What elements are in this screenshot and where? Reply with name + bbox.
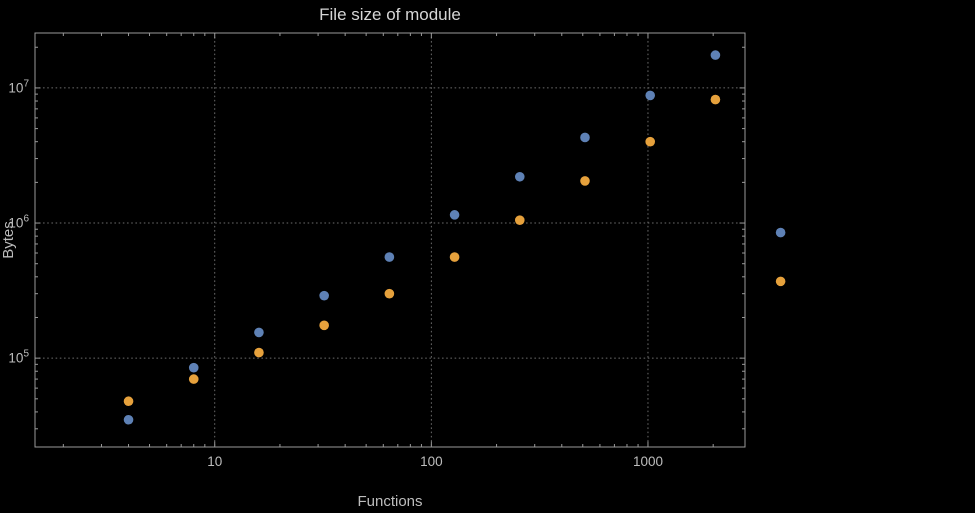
x-tick-label: 100 <box>420 454 443 469</box>
data-point-series-orange <box>188 374 199 384</box>
data-point-series-orange <box>384 288 395 299</box>
data-point-series-orange <box>710 94 721 105</box>
data-point-series-blue <box>710 50 721 60</box>
data-point-series-orange <box>449 252 460 262</box>
data-point-series-orange <box>645 136 656 147</box>
data-point-series-blue <box>384 252 395 262</box>
y-tick-label: 106 <box>8 214 29 231</box>
data-points-group <box>123 50 786 425</box>
plot-frame-group <box>34 32 746 448</box>
data-point-series-orange <box>775 276 786 287</box>
data-point-series-blue <box>123 414 134 425</box>
data-point-series-orange <box>514 215 525 225</box>
chart-title: File size of module <box>319 5 461 24</box>
data-point-series-blue <box>580 132 590 143</box>
data-point-series-orange <box>123 396 134 407</box>
data-point-series-blue <box>188 362 199 373</box>
y-axis-label: Bytes <box>0 221 17 259</box>
tick-marks-group <box>35 33 745 447</box>
x-tick-label: 10 <box>207 454 222 469</box>
gridlines-group <box>34 32 746 448</box>
x-tick-label: 1000 <box>633 454 663 469</box>
data-point-series-orange <box>254 347 264 358</box>
data-point-series-orange <box>319 320 329 331</box>
plot-frame <box>34 32 746 448</box>
data-point-series-blue <box>775 227 786 238</box>
data-point-series-blue <box>254 327 264 338</box>
data-point-series-orange <box>580 176 590 186</box>
tick-labels-group: 10 100 1000 105 106 107 <box>8 78 663 469</box>
data-point-series-blue <box>514 171 525 182</box>
data-point-series-blue <box>645 90 656 101</box>
x-axis-label: Functions <box>357 493 422 510</box>
data-point-series-blue <box>449 210 460 220</box>
y-tick-label: 105 <box>8 349 29 366</box>
data-point-series-blue <box>319 290 329 301</box>
y-tick-label: 107 <box>8 78 29 95</box>
